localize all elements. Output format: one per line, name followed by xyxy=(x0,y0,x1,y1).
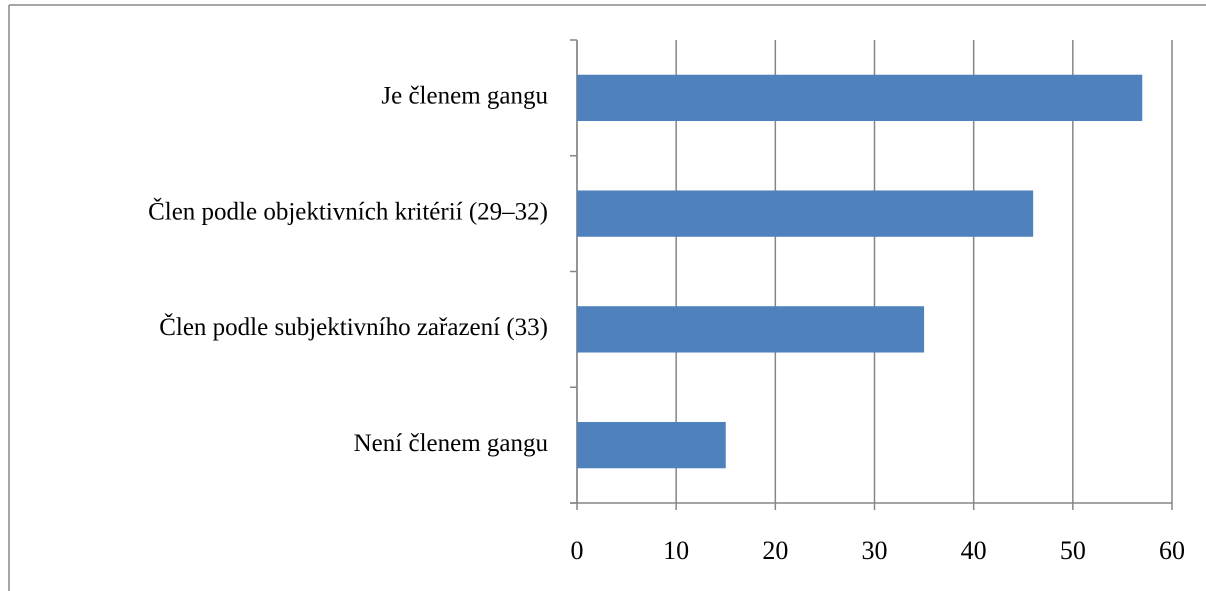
x-tick-label: 20 xyxy=(762,536,788,565)
x-tick-label: 50 xyxy=(1060,536,1086,565)
bar xyxy=(577,190,1034,237)
bar xyxy=(577,306,925,353)
x-tick-label: 30 xyxy=(862,536,888,565)
bar xyxy=(577,74,1143,122)
x-tick-label: 0 xyxy=(571,536,584,565)
y-tick-label: Není členem gangu xyxy=(354,430,549,457)
y-tick-label: Člen podle subjektivního zařazení (33) xyxy=(159,313,548,341)
y-tick-label: Člen podle objektivních kritérií (29–32) xyxy=(148,197,548,225)
x-tick-label: 60 xyxy=(1159,536,1185,565)
x-tick-label: 40 xyxy=(961,536,987,565)
y-tick-label: Je členem gangu xyxy=(381,83,548,110)
x-tick-label: 10 xyxy=(663,536,689,565)
bar xyxy=(577,421,726,469)
